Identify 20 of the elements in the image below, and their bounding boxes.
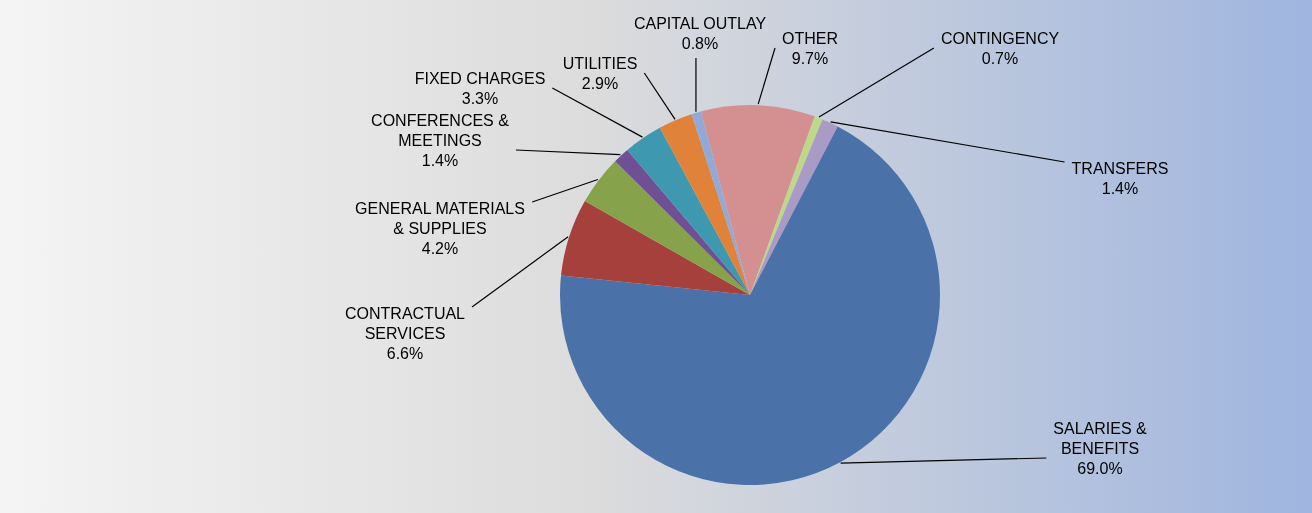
slice-label: SALARIES & BENEFITS <box>1053 420 1148 458</box>
data-label: 9.7% <box>791 50 829 68</box>
slice-label: CONTINGENCY <box>940 30 1060 48</box>
slice-label: GENERAL MATERIALS & SUPPLIES <box>355 200 525 238</box>
data-label: 1.4% <box>1101 180 1139 198</box>
data-label: 3.3% <box>461 90 499 108</box>
data-label: 69.0% <box>1077 460 1123 478</box>
data-label: 6.6% <box>386 345 424 363</box>
slice-label: CONTRACTUAL SERVICES <box>344 305 466 343</box>
slice-label: CAPITAL OUTLAY <box>633 15 767 33</box>
slice-label: TRANSFERS <box>1071 160 1169 178</box>
slice-label: CONFERENCES & MEETINGS <box>371 112 510 150</box>
data-label: 1.4% <box>421 152 459 170</box>
slice-label: FIXED CHARGES <box>414 70 546 88</box>
slice-label: OTHER <box>782 30 838 48</box>
data-label: 0.8% <box>681 35 719 53</box>
data-label: 4.2% <box>421 240 459 258</box>
slice-label: UTILITIES <box>562 55 638 73</box>
data-label: 2.9% <box>581 75 619 93</box>
data-label: 0.7% <box>981 50 1019 68</box>
